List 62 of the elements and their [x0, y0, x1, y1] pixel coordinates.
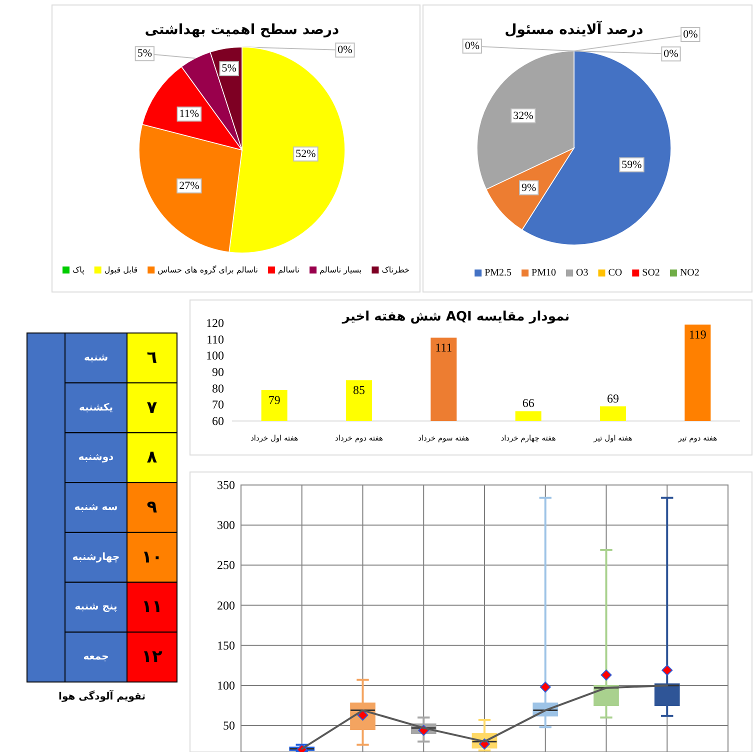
data-label: 119: [688, 328, 706, 342]
y-tick-label: 80: [212, 381, 224, 396]
data-label: 59%: [622, 158, 642, 171]
y-tick-label: 110: [206, 332, 224, 346]
data-label: 5%: [137, 48, 152, 60]
y-tick-label: جمعه: [83, 652, 109, 663]
data-label: 52%: [296, 148, 316, 160]
data-label: 27%: [179, 180, 200, 192]
legend-label: ناسالم: [278, 266, 300, 274]
y-tick-label: 350: [217, 478, 235, 492]
data-label: 11%: [179, 108, 200, 120]
legend-label: PM10: [532, 268, 556, 278]
data-label: ١١: [142, 597, 162, 618]
legend-label: خطرناک: [382, 266, 410, 274]
y-tick-label: سه شنبه: [74, 502, 118, 513]
y-tick-label: 250: [217, 558, 235, 572]
data-label: ٦: [146, 348, 158, 368]
data-label: ٧: [146, 398, 158, 418]
text: 0%: [664, 48, 678, 60]
data-label: ٨: [146, 448, 158, 468]
text: 0%: [683, 28, 698, 41]
data-label: 66: [522, 396, 534, 410]
y-tick-label: 100: [217, 678, 235, 692]
legend-label: قابل قبول: [104, 266, 138, 274]
chart-title: درصد سطح اهمیت بهداشتی: [144, 22, 340, 38]
y-tick-label: 300: [217, 518, 235, 532]
data-label: 111: [435, 340, 452, 355]
data-label: 5%: [222, 62, 236, 75]
y-tick-label: چهارشنبه: [72, 552, 120, 563]
legend-label: پاک: [72, 266, 84, 274]
y-tick-label: 120: [206, 316, 224, 330]
data-label: ١٢: [142, 647, 163, 668]
data-label: ١٠: [142, 547, 162, 568]
data-label: 9%: [522, 182, 536, 194]
legend-label: PM2.5: [484, 268, 512, 278]
text: 0%: [464, 40, 480, 52]
y-tick-label: دوشنبه: [78, 452, 114, 464]
data-label: 85: [353, 383, 365, 398]
data-label: 32%: [513, 110, 534, 122]
data-label: ٩: [146, 498, 158, 518]
y-tick-label: 50: [223, 718, 235, 733]
legend-label: ناسالم برای گروه های حساس: [158, 264, 258, 274]
chart-title: درصد آلاینده مسئول: [504, 20, 644, 38]
y-tick-label: شنبه: [84, 352, 108, 364]
legend-label: NO2: [680, 268, 700, 278]
data-label: 69: [607, 391, 619, 406]
y-tick-label: پنج شنبه: [74, 602, 118, 613]
legend-label: CO: [608, 268, 622, 278]
y-tick-label: 100: [206, 348, 224, 363]
legend-label: SO2: [642, 268, 660, 278]
legend-label: بسیار ناسالم: [320, 266, 362, 274]
text: 0%: [338, 44, 352, 56]
legend-label: O3: [576, 268, 588, 278]
data-label: 79: [268, 392, 280, 407]
chart-title: نمودار مقایسه AQI شش هفته اخیر: [341, 310, 570, 324]
y-tick-label: 90: [212, 365, 224, 379]
y-tick-label: 150: [217, 638, 235, 652]
y-tick-label: 70: [212, 398, 224, 412]
text: تقویم آلودگی هوا: [58, 690, 146, 702]
y-tick-label: یکشنبه: [79, 402, 114, 414]
y-tick-label: 200: [217, 598, 235, 612]
y-tick-label: 60: [212, 414, 224, 428]
